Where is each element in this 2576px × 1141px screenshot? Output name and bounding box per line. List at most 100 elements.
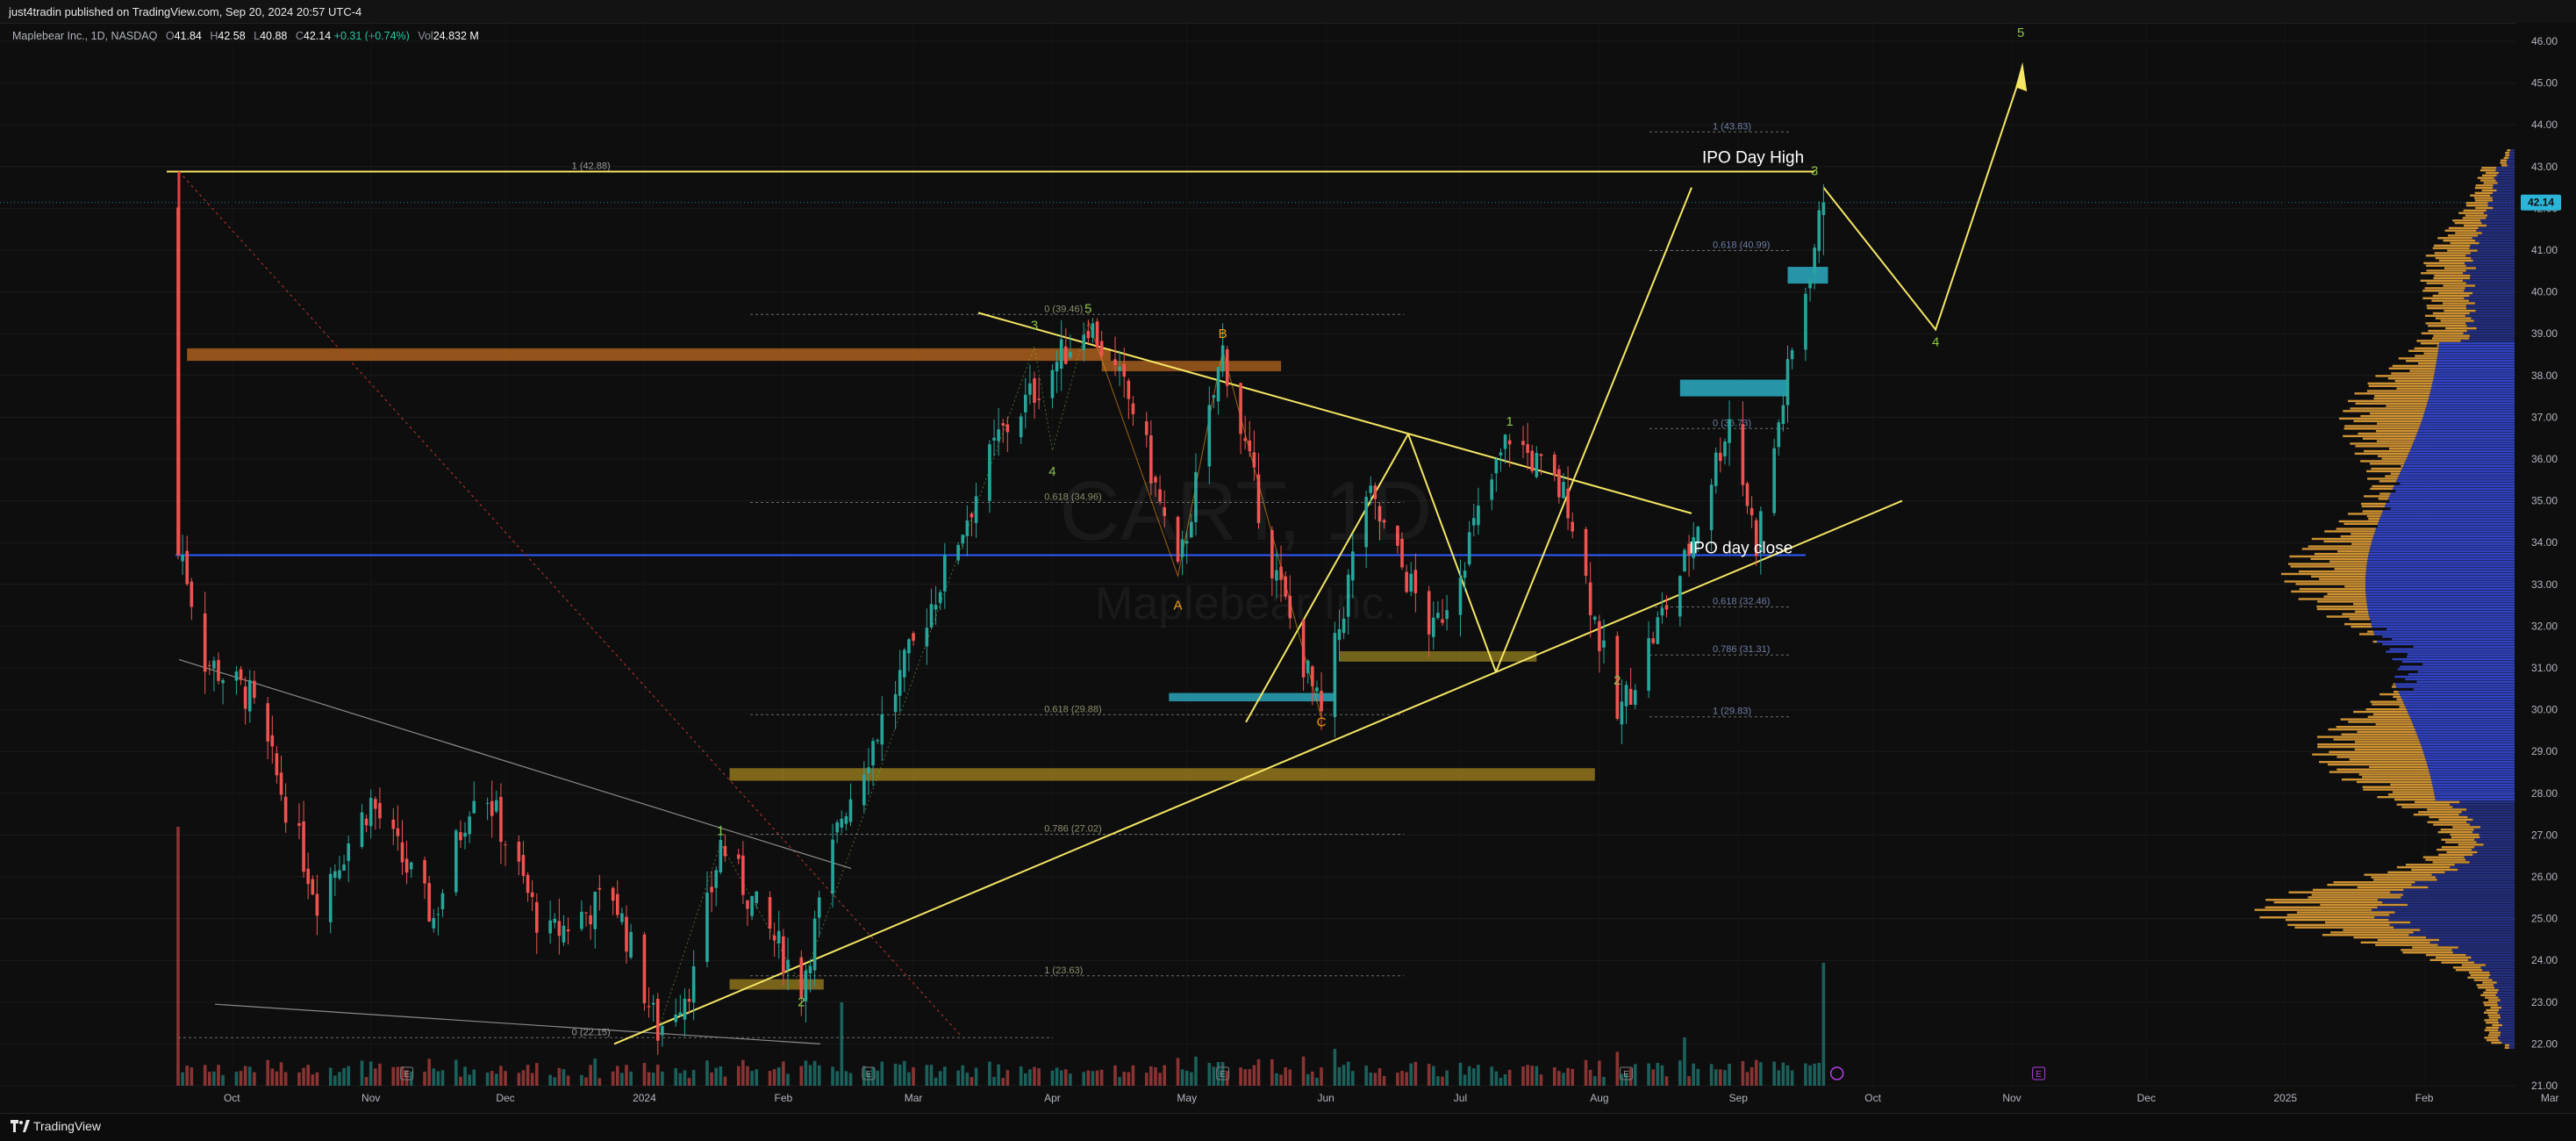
candle-body	[266, 703, 269, 742]
volume-profile-bar	[2377, 422, 2421, 425]
candle-body	[283, 796, 288, 823]
volume-profile-bar	[2377, 455, 2408, 457]
wave-label: 3	[1031, 318, 1038, 333]
volume-profile-value-area-bar	[2410, 447, 2515, 450]
candle-body	[432, 917, 436, 929]
time-tick-label: Oct	[224, 1092, 240, 1104]
volume-profile-bar	[2365, 708, 2407, 711]
candle-body	[1176, 516, 1180, 563]
volume-profile-bar	[2341, 778, 2431, 781]
volume-bar	[1127, 1072, 1131, 1086]
volume-profile-bar	[2425, 322, 2466, 325]
volume-profile-bar	[2376, 440, 2415, 442]
volume-profile-value-area-bar	[2400, 482, 2515, 485]
price-tick-label: 22.00	[2531, 1037, 2558, 1050]
volume-profile-value-area-bar	[2417, 429, 2515, 433]
volume-bar	[1118, 1077, 1121, 1086]
earnings-marker-icon[interactable]	[862, 1066, 876, 1080]
candle-body	[912, 633, 915, 642]
volume-profile-bar	[2463, 209, 2487, 212]
volume-profile-value-area-bar	[2389, 923, 2515, 927]
volume-profile-bar	[2391, 372, 2435, 375]
volume-profile-value-area-bar	[2500, 999, 2515, 1001]
candle-body	[1190, 521, 1193, 538]
candle-body	[903, 649, 906, 678]
volume-profile-value-area-bar	[2477, 249, 2515, 252]
volume-profile-value-area-bar	[2494, 987, 2515, 989]
volume-bar	[929, 1065, 934, 1086]
candle-body	[817, 897, 821, 918]
earnings-marker-label: E	[1220, 1070, 1226, 1080]
volume-profile-value-area-bar	[2370, 548, 2515, 550]
earnings-marker-icon[interactable]	[400, 1066, 414, 1080]
price-zone-box	[1787, 267, 1828, 284]
volume-profile-bar	[2353, 420, 2422, 422]
volume-profile-bar	[2476, 984, 2494, 987]
symbol-name[interactable]: Maplebear Inc., 1D, NASDAQ	[12, 30, 158, 42]
volume-bar	[279, 1062, 283, 1086]
volume-bar	[1499, 1078, 1503, 1086]
volume-profile-bar	[2393, 695, 2401, 699]
volume-profile-value-area-bar	[2367, 557, 2515, 561]
candle-body	[1664, 605, 1669, 610]
volume-profile-bar	[2362, 786, 2433, 788]
volume-profile-value-area-bar	[2498, 1022, 2515, 1024]
candle-body	[1494, 458, 1499, 474]
candle-body	[247, 679, 252, 712]
volume-profile-bar	[2483, 991, 2498, 994]
volume-profile-bar	[2427, 821, 2467, 823]
volume-profile-value-area-bar	[2498, 1029, 2515, 1031]
volume-profile-bar	[2394, 691, 2399, 693]
volume-profile-bar	[2445, 327, 2477, 330]
volume-bar	[338, 1072, 341, 1086]
price-tick-label: 32.00	[2531, 620, 2558, 632]
volume-profile-bar	[2343, 622, 2372, 626]
volume-profile-bar	[2316, 607, 2368, 611]
earnings-marker-icon[interactable]	[1620, 1066, 1634, 1080]
volume-bar	[997, 1064, 1000, 1086]
volume-profile-bar	[2474, 186, 2494, 190]
volume-profile-value-area-bar	[2415, 437, 2515, 440]
volume-bar	[678, 1073, 683, 1086]
volume-bar	[710, 1072, 713, 1086]
volume-profile-value-area-bar	[2489, 971, 2515, 974]
volume-profile-bar	[2347, 399, 2429, 403]
volume-bar	[1535, 1066, 1539, 1086]
candle-body	[1463, 570, 1467, 578]
volume-profile-value-area-bar	[2434, 375, 2515, 377]
volume-profile-value-area-bar	[2501, 1041, 2515, 1044]
volume-profile-value-area-bar	[2472, 291, 2515, 295]
candle-body	[239, 669, 243, 680]
volume-profile-value-area-bar	[2402, 464, 2515, 468]
candle-body	[459, 832, 462, 841]
candle-body	[181, 555, 184, 562]
candle-body	[369, 798, 373, 827]
candle-body	[1507, 440, 1512, 445]
price-chart[interactable]: 1 (42.88)0 (22.15)0 (39.46)0.618 (34.96)…	[0, 23, 2576, 1113]
volume-bar	[1821, 963, 1826, 1086]
price-axis-panel[interactable]	[2516, 23, 2576, 1113]
volume-profile-value-area-bar	[2419, 425, 2515, 427]
volume-profile-value-area-bar	[2390, 507, 2515, 510]
volume-profile-bar	[2394, 379, 2433, 383]
volume-profile-value-area-bar	[2430, 776, 2515, 779]
candle-body	[736, 854, 741, 859]
candle-body	[1082, 334, 1086, 351]
volume-bar	[1719, 1069, 1722, 1086]
volume-profile-value-area-bar	[2416, 733, 2515, 736]
volume-profile-value-area-bar	[2390, 492, 2515, 495]
volume-profile-bar	[2334, 568, 2366, 570]
volume-bar	[988, 1061, 991, 1086]
volume-profile-bar	[2455, 969, 2483, 972]
volume-bar	[1521, 1066, 1525, 1086]
volume-bar	[1709, 1064, 1714, 1086]
volume-bar	[472, 1069, 476, 1086]
event-circle-icon[interactable]	[1829, 1066, 1844, 1080]
volume-profile-bar	[2505, 154, 2510, 157]
volume-profile-bar	[2448, 226, 2479, 230]
time-tick-label: 2024	[633, 1092, 656, 1104]
volume-profile-value-area-bar	[2389, 648, 2515, 650]
earnings-marker-icon[interactable]	[1216, 1066, 1230, 1080]
earnings-marker-icon[interactable]	[2032, 1066, 2046, 1080]
candle-body	[212, 660, 216, 669]
